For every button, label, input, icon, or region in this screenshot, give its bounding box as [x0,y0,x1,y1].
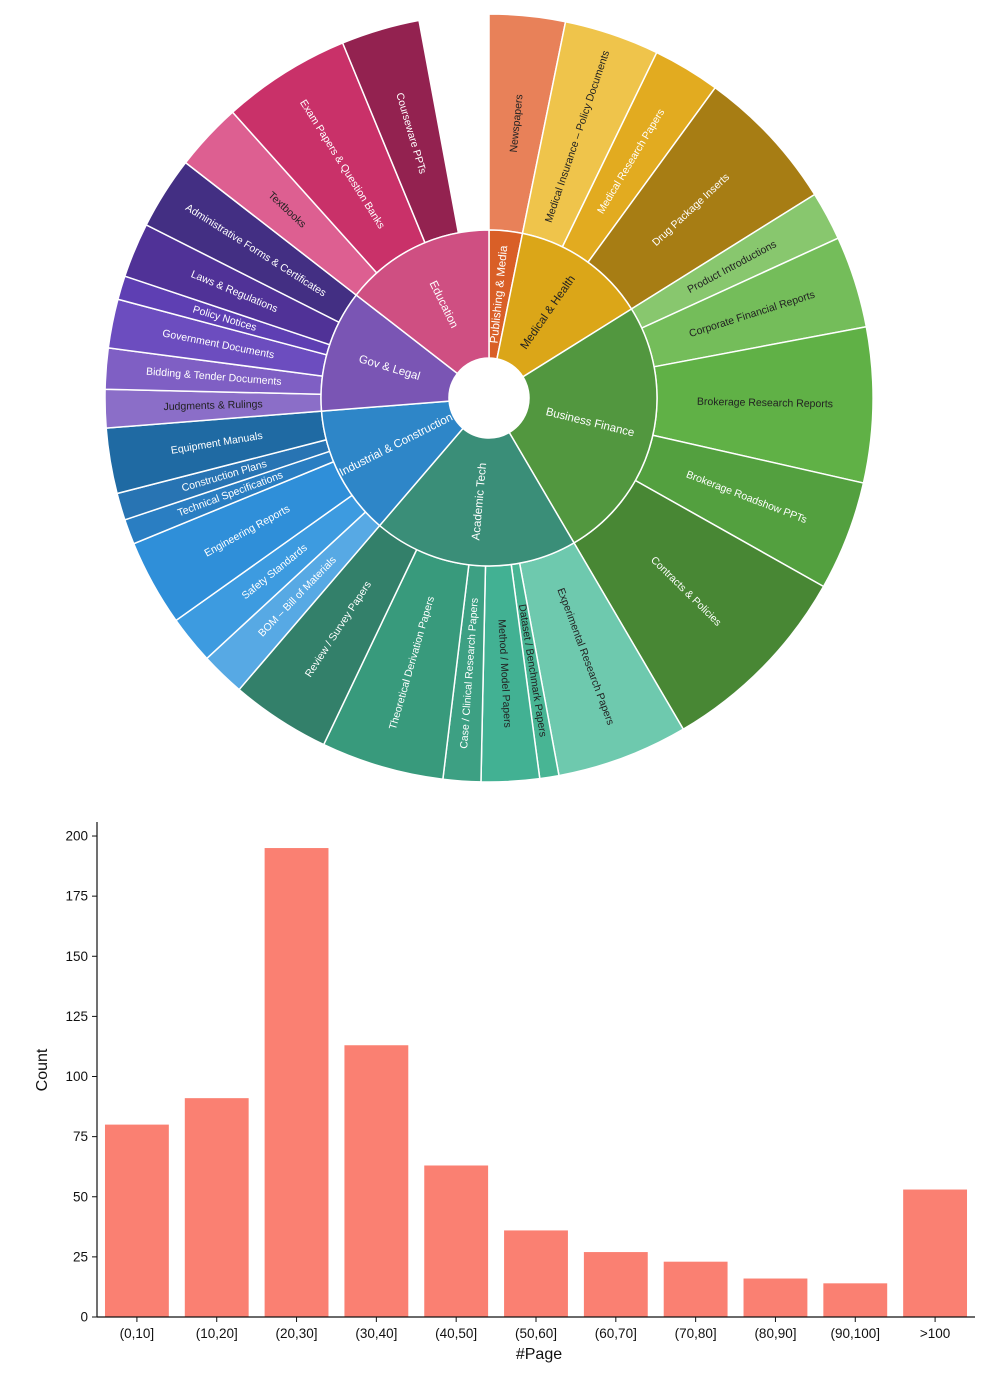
y-tick-label: 100 [65,1069,88,1084]
bar-10-20 [184,1098,249,1317]
bar-50-60 [504,1230,568,1317]
sunburst-segment-brokerage-research-reports: Brokerage Research Reports [651,325,874,484]
y-tick-label: 125 [65,1009,88,1024]
sunburst-segment-drug-package-inserts: Drug Package Inserts [586,86,816,311]
y-tick-label: 175 [65,889,88,904]
sunburst-segment-academic-tech: Academic Tech [378,427,576,567]
sunburst-segment-experimental-research-papers: Experimental Research Papers [518,541,685,777]
bar-80-90 [743,1278,808,1317]
page-count-bar-chart: #Page Count (0,10] (10,20] (20,30] (30,40] (… [34,822,975,1363]
y-axis-title: Count [34,1048,51,1091]
bar-70-80 [663,1261,728,1317]
x-tick-label: (40,50] [435,1326,477,1341]
sunburst-wedge-gov-legal [320,293,459,412]
sunburst-chart: Newspapers Medical Insurance – Policy Doc… [104,13,874,783]
x-tick-label: (20,30] [276,1326,318,1341]
sunburst-center-hole [449,358,529,438]
y-tick-label: 50 [73,1189,88,1204]
bar-100 [903,1189,968,1317]
y-tick-label: 25 [73,1249,88,1264]
sunburst-segment-equipment-manuals: Equipment Manuals [105,410,328,495]
sunburst-segment-judgments-rulings: Judgments & Rulings [104,388,323,429]
sunburst-segment-brokerage-roadshow-ppts: Brokerage Roadshow PPTs [634,434,865,588]
x-tick-label: (70,80] [675,1326,717,1341]
sunburst-segment-government-documents: Government Documents [107,298,328,377]
x-tick-label: (0,10] [120,1326,155,1341]
sunburst-segment-engineering-reports: Engineering Reports [132,460,354,622]
sunburst-label-brokerage-research-reports: Brokerage Research Reports [697,396,833,410]
x-tick-label: >100 [920,1326,950,1341]
y-tick-label: 0 [80,1310,88,1325]
bar-0-10 [104,1124,169,1317]
bar-40-50 [424,1165,489,1317]
bar-60-70 [583,1252,648,1317]
sunburst-label-judgments-rulings: Judgments & Rulings [163,398,263,413]
x-tick-label: (50,60] [515,1326,557,1341]
bar-90-100 [823,1283,888,1317]
x-axis-title: #Page [516,1346,562,1363]
x-tick-label: (90,100] [830,1326,880,1341]
x-tick-label: (30,40] [355,1326,397,1341]
y-tick-label: 150 [65,949,88,964]
bar-20-30 [264,848,329,1317]
y-tick-label: 75 [73,1129,88,1144]
x-tick-label: (80,90] [754,1326,796,1341]
bar-30-40 [344,1045,409,1317]
x-tick-label: (60,70] [595,1326,637,1341]
sunburst-segment-medical-health: Medical & Health [496,232,633,378]
x-tick-label: (10,20] [196,1326,238,1341]
sunburst-segment-gov-legal: Gov & Legal [320,293,459,412]
y-tick-label: 200 [65,829,88,844]
sunburst-wedge-academic-tech [378,427,576,567]
sunburst-label-newspapers: Newspapers [508,94,526,153]
sunburst-segment-method-model-papers: Method / Model Papers [480,563,541,783]
sunburst-segment-business-finance: Business Finance [508,307,658,544]
